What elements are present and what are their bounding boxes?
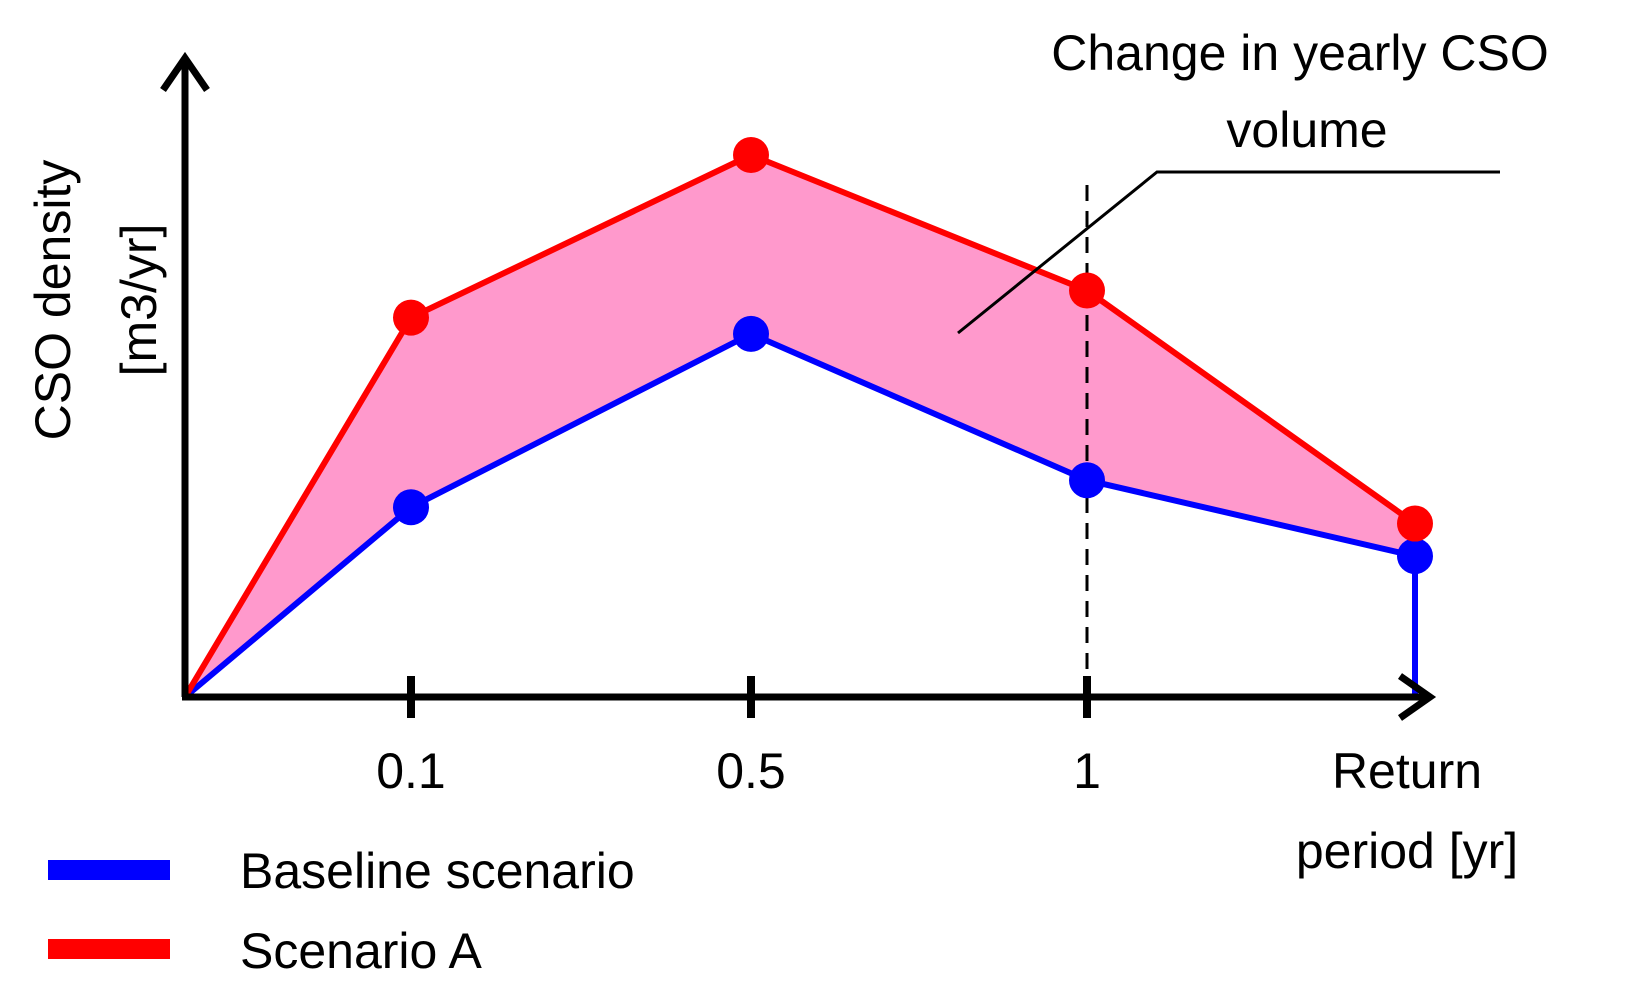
scenario-a-point-1 — [1069, 272, 1105, 309]
x-tick-label-0.5: 0.5 — [716, 743, 786, 799]
legend-label-scenario-a: Scenario A — [240, 923, 482, 979]
legend: Baseline scenario Scenario A — [48, 843, 635, 979]
x-tick-label-1: 1 — [1073, 743, 1101, 799]
y-axis-label: CSO density [m3/yr] — [25, 160, 167, 441]
scenario-a-point-end — [1397, 505, 1433, 542]
marker-layer — [393, 137, 1433, 575]
y-axis-label-line-1: CSO density — [25, 160, 81, 441]
baseline-point-0.1 — [393, 489, 429, 526]
x-axis-label-line-1: Return — [1332, 743, 1482, 799]
baseline-point-1 — [1069, 462, 1105, 499]
baseline-point-end — [1397, 538, 1433, 575]
x-axis-arrow-icon — [1397, 673, 1437, 721]
annotation-line-1: Change in yearly CSO — [1051, 25, 1548, 81]
scenario-a-point-0.1 — [393, 299, 429, 336]
series-line-baseline — [183, 330, 1418, 700]
y-axis-arrow-icon — [160, 51, 210, 92]
legend-label-baseline: Baseline scenario — [240, 843, 635, 899]
x-axis-label-line-2: period [yr] — [1296, 823, 1518, 879]
y-axis-label-line-2: [m3/yr] — [111, 224, 167, 377]
annotation-line-2: volume — [1226, 102, 1387, 158]
annotation-leader-line — [957, 170, 1500, 335]
difference-area — [185, 155, 1415, 697]
scenario-a-point-0.5 — [733, 137, 769, 173]
tick-layer: 0.1 0.5 1 — [376, 676, 1101, 799]
x-tick-label-0.1: 0.1 — [376, 743, 446, 799]
baseline-point-0.5 — [733, 315, 769, 352]
